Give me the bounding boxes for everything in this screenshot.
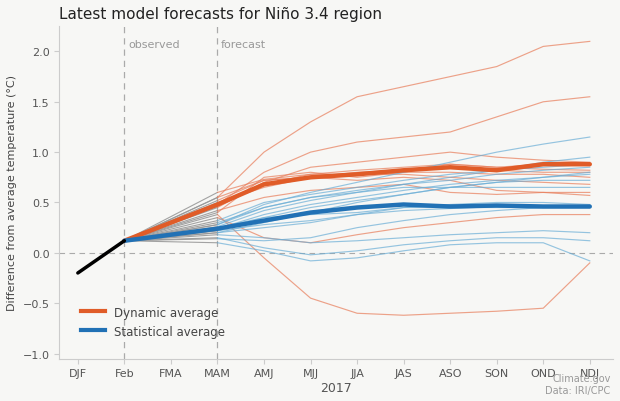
Text: Latest model forecasts for Niño 3.4 region: Latest model forecasts for Niño 3.4 regi… (60, 7, 382, 22)
Y-axis label: Difference from average temperature (°C): Difference from average temperature (°C) (7, 75, 17, 311)
Text: forecast: forecast (221, 40, 267, 50)
Text: observed: observed (128, 40, 180, 50)
Legend: Dynamic average, Statistical average: Dynamic average, Statistical average (76, 302, 229, 343)
Text: Climate.gov
Data: IRI/CPC: Climate.gov Data: IRI/CPC (546, 373, 611, 395)
X-axis label: 2017: 2017 (321, 381, 352, 394)
